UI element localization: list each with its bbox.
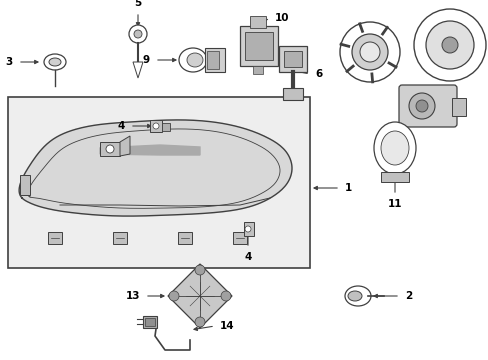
- Ellipse shape: [373, 122, 415, 174]
- Text: 9: 9: [142, 55, 150, 65]
- Bar: [284, 51, 302, 67]
- Bar: [244, 222, 253, 236]
- Bar: [48, 232, 62, 244]
- Ellipse shape: [345, 286, 370, 306]
- Circle shape: [415, 100, 427, 112]
- FancyBboxPatch shape: [398, 85, 456, 127]
- Bar: [283, 88, 303, 100]
- Text: 6: 6: [314, 69, 322, 79]
- Ellipse shape: [49, 58, 61, 66]
- Bar: [206, 51, 219, 69]
- Ellipse shape: [380, 131, 408, 165]
- Circle shape: [169, 291, 179, 301]
- Circle shape: [425, 21, 473, 69]
- Circle shape: [413, 9, 485, 81]
- Text: 13: 13: [125, 291, 140, 301]
- Circle shape: [244, 226, 250, 232]
- Polygon shape: [168, 264, 231, 328]
- Polygon shape: [133, 62, 142, 78]
- Bar: [150, 120, 162, 132]
- Ellipse shape: [347, 291, 361, 301]
- Polygon shape: [100, 145, 200, 155]
- Circle shape: [129, 25, 147, 43]
- Bar: [232, 232, 246, 244]
- Text: 4: 4: [118, 121, 125, 131]
- Text: 8: 8: [449, 23, 456, 33]
- Bar: [451, 98, 465, 116]
- Circle shape: [408, 93, 434, 119]
- Text: 1: 1: [345, 183, 351, 193]
- Text: 11: 11: [387, 199, 402, 209]
- Bar: [244, 32, 272, 60]
- Circle shape: [106, 145, 114, 153]
- Circle shape: [359, 42, 379, 62]
- Circle shape: [221, 291, 230, 301]
- Bar: [100, 142, 120, 156]
- Circle shape: [195, 265, 204, 275]
- Circle shape: [351, 34, 387, 70]
- Ellipse shape: [186, 53, 203, 67]
- Ellipse shape: [179, 48, 206, 72]
- Text: 10: 10: [274, 13, 289, 23]
- Circle shape: [153, 123, 159, 129]
- Bar: [113, 232, 127, 244]
- Bar: [380, 172, 408, 182]
- Bar: [279, 46, 306, 72]
- Bar: [252, 66, 263, 74]
- Bar: [249, 16, 265, 28]
- Bar: [240, 26, 278, 66]
- Circle shape: [134, 30, 142, 38]
- Text: 2: 2: [404, 291, 411, 301]
- Text: 14: 14: [220, 321, 234, 331]
- Circle shape: [195, 317, 204, 327]
- Text: 12: 12: [439, 85, 453, 95]
- Ellipse shape: [44, 54, 66, 70]
- Circle shape: [441, 37, 457, 53]
- Text: 4: 4: [244, 252, 251, 262]
- Bar: [142, 316, 157, 328]
- Text: 3: 3: [6, 57, 13, 67]
- Bar: [204, 48, 224, 72]
- Text: 7: 7: [389, 57, 397, 67]
- Bar: [162, 123, 170, 131]
- Bar: [20, 175, 30, 195]
- Bar: [8, 97, 309, 268]
- Polygon shape: [120, 136, 130, 156]
- Bar: [145, 318, 155, 326]
- Text: 5: 5: [134, 0, 142, 8]
- Polygon shape: [19, 120, 291, 216]
- Bar: [178, 232, 192, 244]
- Circle shape: [339, 22, 399, 82]
